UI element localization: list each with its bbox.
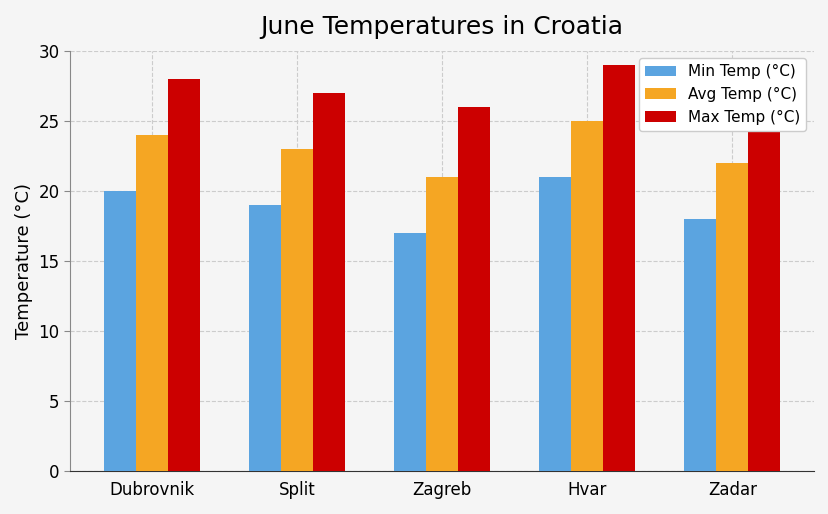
Bar [104, 191, 136, 471]
Bar [539, 177, 570, 471]
Bar [603, 65, 634, 471]
Legend: Min Temp (°C), Avg Temp (°C), Max Temp (°C): Min Temp (°C), Avg Temp (°C), Max Temp (… [638, 58, 806, 131]
Bar [248, 205, 281, 471]
Bar [312, 93, 344, 471]
Bar [684, 219, 715, 471]
Bar [715, 163, 748, 471]
Bar [570, 121, 603, 471]
Bar [167, 79, 200, 471]
Bar [281, 149, 312, 471]
Bar [136, 135, 167, 471]
Y-axis label: Temperature (°C): Temperature (°C) [15, 183, 33, 339]
Bar [748, 107, 779, 471]
Title: June Temperatures in Croatia: June Temperatures in Croatia [260, 15, 623, 39]
Bar [426, 177, 457, 471]
Bar [457, 107, 489, 471]
Bar [393, 233, 426, 471]
